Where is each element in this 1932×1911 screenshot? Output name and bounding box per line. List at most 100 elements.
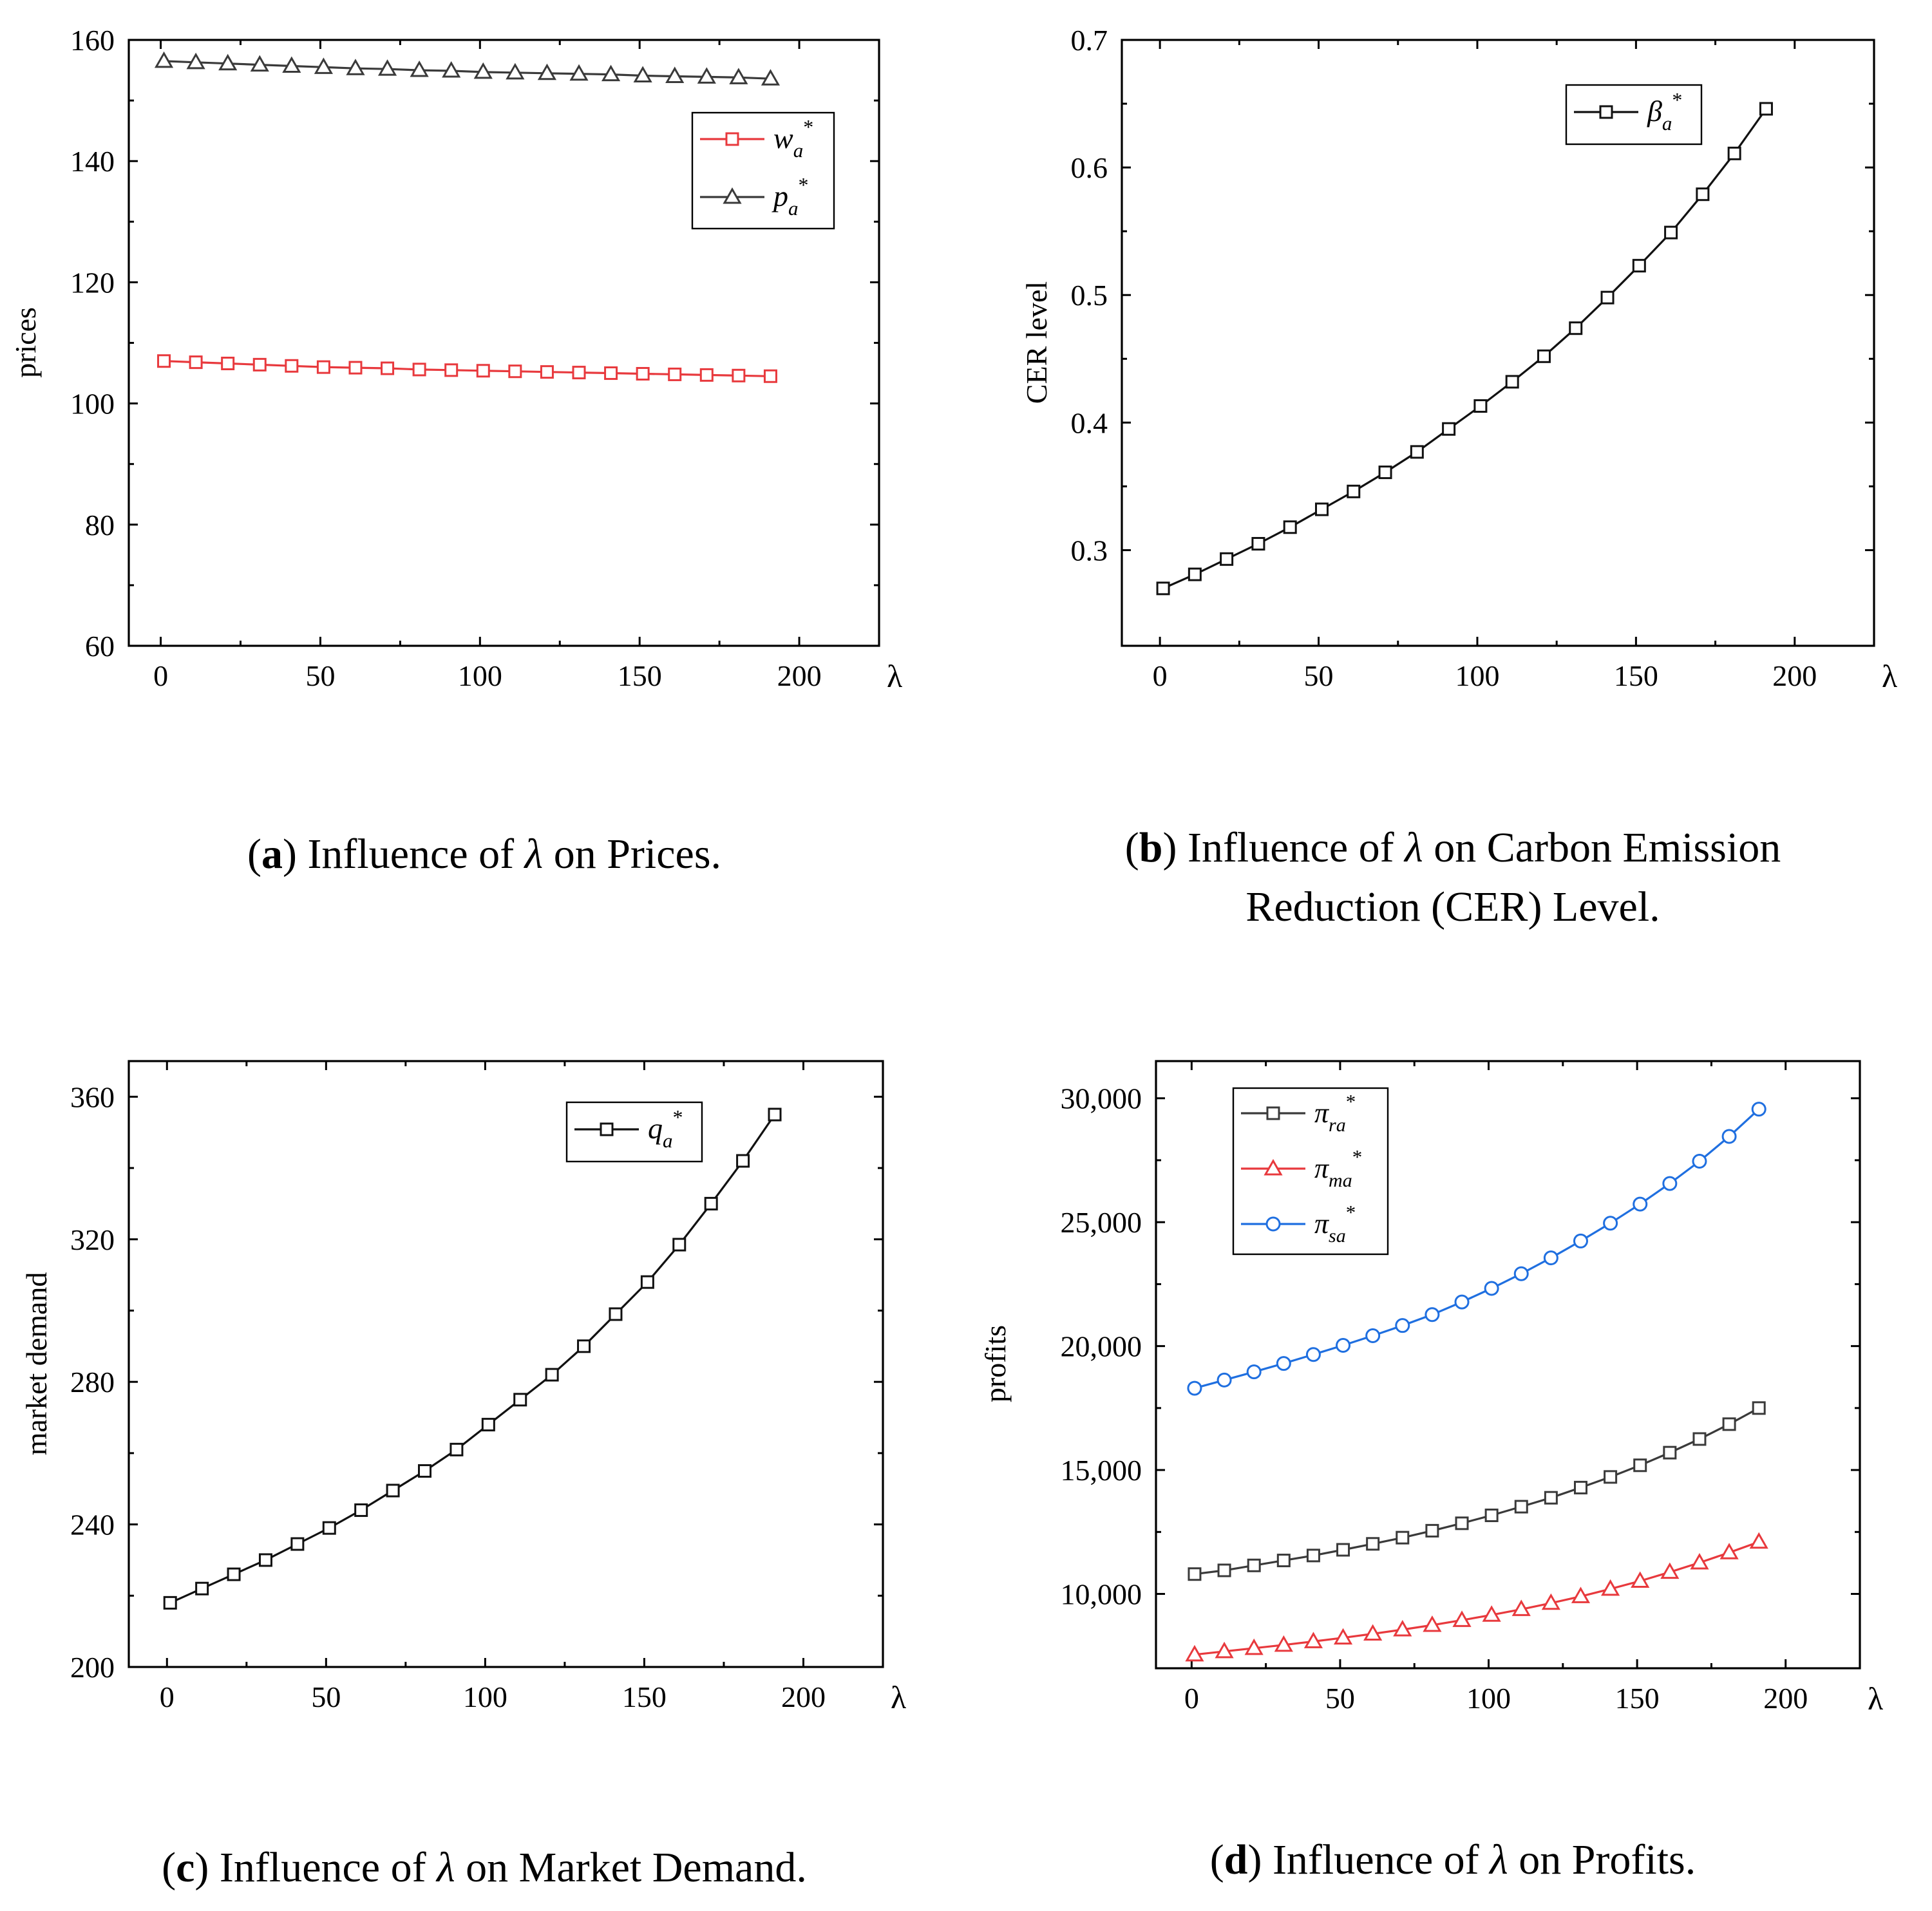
data-point [1722,1417,1736,1431]
data-point [473,62,493,79]
y-tick-label: 100 [70,388,115,420]
data-point [1664,225,1678,240]
data-point [481,1418,495,1432]
data-point [1696,187,1710,202]
legend-sup: * [1346,1090,1356,1113]
data-point [1759,102,1773,116]
x-tick-label: 200 [1772,659,1817,692]
legend-var: π [1314,1208,1330,1239]
caption-paren: ) [194,1844,219,1891]
data-point [672,1238,687,1252]
legend-sub: a [788,197,799,220]
x-tick-label: 100 [1466,1682,1511,1715]
y-tick-label: 15,000 [1061,1454,1142,1487]
data-point [1396,1530,1410,1545]
y-tick-label: 140 [70,145,115,178]
data-point [569,64,589,81]
data-point [1484,1281,1499,1296]
data-point [1156,581,1170,596]
data-point [1484,1509,1499,1523]
data-point [450,1442,464,1456]
y-tick-label: 0.6 [1071,151,1108,184]
data-point [1633,1458,1647,1473]
legend-marker [1265,1216,1281,1232]
caption-text: Influence of [307,831,524,878]
caption-paren: ) [283,831,307,878]
data-point [1365,1328,1381,1343]
legend-box [1565,84,1703,146]
figure-caption-line2: Reduction (CER) Level. [1245,883,1660,930]
x-tick-label: 100 [1455,659,1499,692]
data-point [418,1464,432,1478]
data-point [1603,1216,1618,1231]
data-point [704,1196,718,1210]
data-point [1663,1445,1677,1460]
legend-box [1232,1087,1389,1256]
data-point [1727,146,1741,160]
data-point [1455,1516,1469,1530]
y-tick-label: 0.7 [1071,24,1108,57]
data-point [761,69,781,86]
caption-letter: b [1139,824,1163,871]
data-point [763,369,777,383]
legend-sub: a [793,139,804,162]
data-point [1274,1635,1293,1652]
data-point [1662,1176,1678,1191]
y-tick-label: 360 [70,1080,115,1113]
y-axis-label: profits [979,1325,1012,1402]
y-tick-label: 120 [70,266,115,299]
data-point [1187,1380,1202,1396]
legend-label: βa* [1647,88,1682,135]
data-point [665,66,685,83]
data-point [1690,1553,1709,1570]
data-point [513,1393,527,1407]
series-line-πra [1194,1407,1759,1576]
legend-label: πsa* [1314,1201,1356,1247]
data-point [1366,1537,1380,1551]
data-point [227,1567,241,1581]
y-axis-label: market demand [20,1272,53,1456]
data-point [1244,1638,1264,1655]
data-point [1306,1549,1320,1563]
data-point [476,364,490,378]
data-point [1276,1356,1291,1371]
x-axis-symbol: λ [887,658,902,694]
legend-sub: ma [1329,1170,1352,1191]
caption-letter: a [261,831,283,878]
data-point [1513,1266,1529,1281]
y-tick-label: 30,000 [1061,1082,1142,1115]
data-point [1336,1337,1351,1353]
legend-marker [1264,1158,1283,1176]
data-point [314,57,333,74]
data-point [1333,1628,1353,1645]
x-axis-symbol: λ [1882,658,1897,694]
y-tick-label: 0.5 [1071,279,1108,312]
caption-symbol: λ [435,1844,455,1891]
chart-panel-d: 10,000 15,000 20,000 25,000 30,000 0 50 100 150 2… [979,1060,1883,1883]
x-tick-label: 100 [463,1680,507,1713]
y-tick-label: 240 [70,1509,115,1541]
legend-box [691,111,835,230]
legend-sup: * [1352,1145,1363,1168]
y-tick-label: 320 [70,1223,115,1256]
data-point [1442,422,1456,436]
data-point [1633,1196,1648,1212]
data-point [1752,1401,1766,1415]
legend-label: wa* [773,115,813,162]
legend-sup: * [803,115,813,138]
data-point [537,63,557,80]
figure-caption: (c) Influence of λ on Market Demand. [162,1844,807,1891]
data-point [195,1581,209,1596]
caption-paren: ) [1247,1836,1272,1883]
x-tick-label: 150 [1614,659,1658,692]
data-point [572,366,586,380]
data-point [1217,1372,1232,1388]
x-tick-label: 50 [305,659,335,692]
data-point [729,68,748,84]
x-tick-label: 150 [618,659,662,692]
plot-frame [1121,39,1875,647]
caption-text: on Profits. [1508,1836,1696,1883]
data-point [1303,1632,1323,1648]
data-point [1505,375,1519,389]
data-point [189,355,203,370]
